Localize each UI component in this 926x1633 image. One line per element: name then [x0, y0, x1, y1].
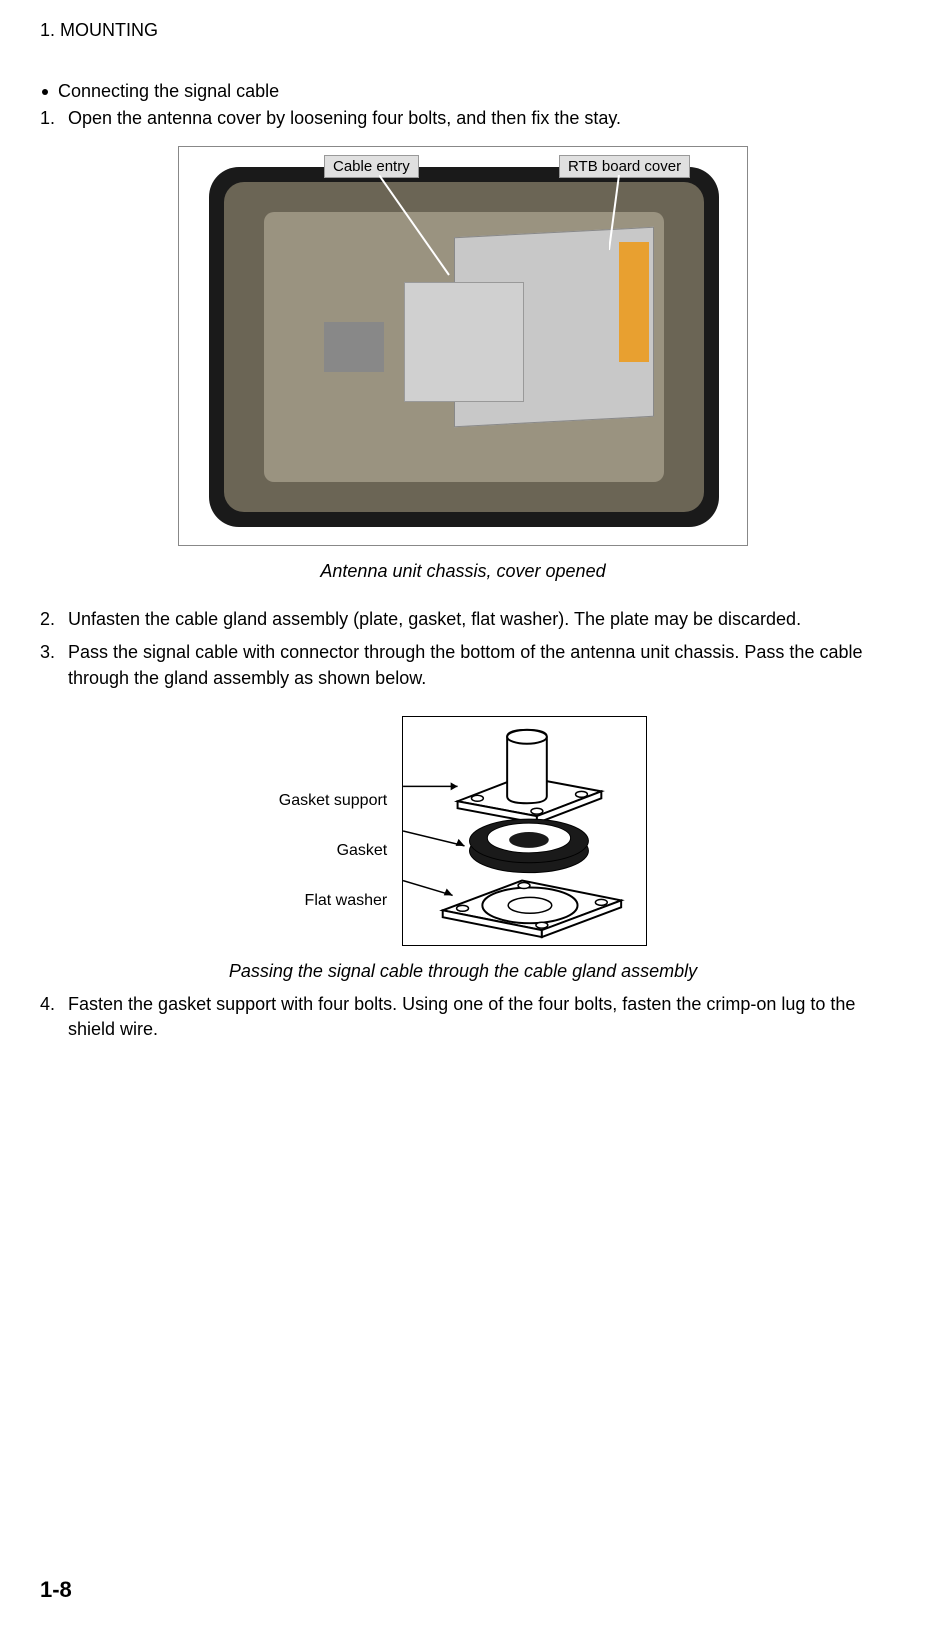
label-gasket: Gasket [337, 826, 388, 876]
step-text: Fasten the gasket support with four bolt… [68, 992, 886, 1042]
label-flat-washer: Flat washer [305, 876, 388, 926]
bullet-icon [42, 89, 48, 95]
step-4: 4. Fasten the gasket support with four b… [40, 992, 886, 1042]
figure-2: Gasket support Gasket Flat washer [40, 716, 886, 946]
component-block [324, 322, 384, 372]
diagram-labels: Gasket support Gasket Flat washer [279, 736, 388, 926]
step-text: Pass the signal cable with connector thr… [68, 640, 886, 690]
figure-1-caption: Antenna unit chassis, cover opened [320, 561, 605, 582]
callout-line-left [379, 175, 479, 285]
page-number: 1-8 [40, 1577, 72, 1603]
step-number: 3. [40, 642, 68, 663]
step-number: 2. [40, 609, 68, 630]
label-text: Flat washer [305, 892, 388, 910]
figure-2-caption: Passing the signal cable through the cab… [40, 961, 886, 982]
label-text: Gasket support [279, 792, 388, 810]
step-3: 3. Pass the signal cable with connector … [40, 640, 886, 690]
callout-line-right [609, 175, 629, 255]
section-title: Connecting the signal cable [58, 81, 279, 102]
step-number: 4. [40, 994, 68, 1015]
label-gasket-support: Gasket support [279, 776, 388, 826]
center-assembly [404, 282, 524, 402]
label-text: Gasket [337, 842, 388, 860]
warning-sticker [619, 242, 649, 362]
step-1: 1. Open the antenna cover by loosening f… [40, 106, 886, 131]
figure-1: Cable entry RTB board cover Antenna unit… [40, 146, 886, 592]
antenna-photo: Cable entry RTB board cover [178, 146, 748, 546]
chapter-header: 1. MOUNTING [40, 20, 886, 41]
step-text: Unfasten the cable gland assembly (plate… [68, 607, 886, 632]
step-number: 1. [40, 108, 68, 129]
gland-assembly-svg [403, 717, 646, 945]
gland-diagram [402, 716, 647, 946]
step-2: 2. Unfasten the cable gland assembly (pl… [40, 607, 886, 632]
step-text: Open the antenna cover by loosening four… [68, 106, 886, 131]
section-bullet: Connecting the signal cable [40, 81, 886, 102]
